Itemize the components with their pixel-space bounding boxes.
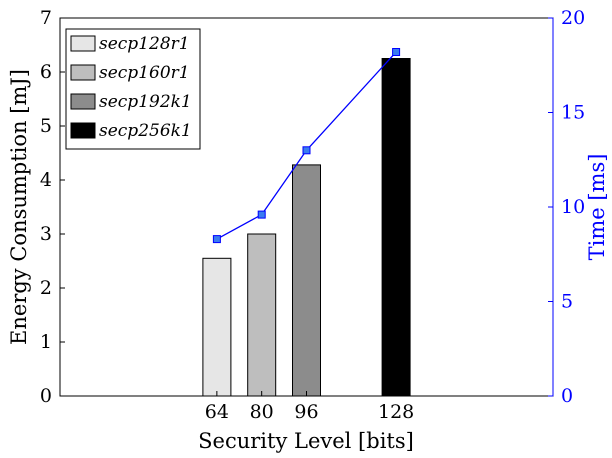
- y-tick-label: 6: [40, 61, 52, 83]
- x-tick-label: 64: [205, 401, 229, 423]
- bar-secp192k1: [293, 165, 321, 396]
- y-axis-title: Energy Consumption [mJ]: [7, 69, 31, 345]
- y-tick-label: 3: [40, 223, 52, 245]
- y2-tick-label: 0: [561, 385, 573, 407]
- bar-secp128r1: [203, 258, 231, 396]
- legend: secp128r1 secp160r1 secp192k1 secp256k1: [66, 29, 200, 149]
- y-tick-label: 5: [40, 115, 52, 137]
- x-tick-label: 80: [250, 401, 274, 423]
- y2-tick-label: 15: [561, 102, 585, 124]
- y-tick-label: 1: [40, 331, 52, 353]
- y2-tick-label: 10: [561, 196, 585, 218]
- x-tick-label: 96: [294, 401, 318, 423]
- y-tick-label: 7: [40, 7, 52, 29]
- y2-tick-label: 20: [561, 7, 585, 29]
- legend-label-secp256k1: secp256k1: [99, 121, 192, 141]
- x-tick-label: 128: [378, 401, 414, 423]
- bar-secp256k1: [382, 59, 410, 397]
- legend-swatch-secp256k1: [71, 123, 95, 138]
- legend-label-secp192k1: secp192k1: [99, 92, 192, 112]
- y-tick-label: 4: [40, 169, 52, 191]
- legend-swatch-secp128r1: [71, 36, 95, 51]
- time-marker-96: [303, 147, 310, 154]
- y2-tick-label: 5: [561, 291, 573, 313]
- legend-label-secp160r1: secp160r1: [99, 63, 190, 83]
- time-marker-80: [258, 211, 265, 218]
- y-tick-label: 2: [40, 277, 52, 299]
- x-axis-title: Security Level [bits]: [198, 429, 414, 453]
- legend-swatch-secp192k1: [71, 94, 95, 109]
- y2-axis-title: Time [ms]: [585, 154, 609, 261]
- bar-group: [203, 59, 410, 397]
- bar-secp160r1: [248, 234, 276, 396]
- legend-label-secp128r1: secp128r1: [99, 34, 190, 54]
- y-tick-label: 0: [40, 385, 52, 407]
- time-marker-128: [393, 49, 400, 56]
- legend-swatch-secp160r1: [71, 65, 95, 80]
- time-marker-64: [213, 236, 220, 243]
